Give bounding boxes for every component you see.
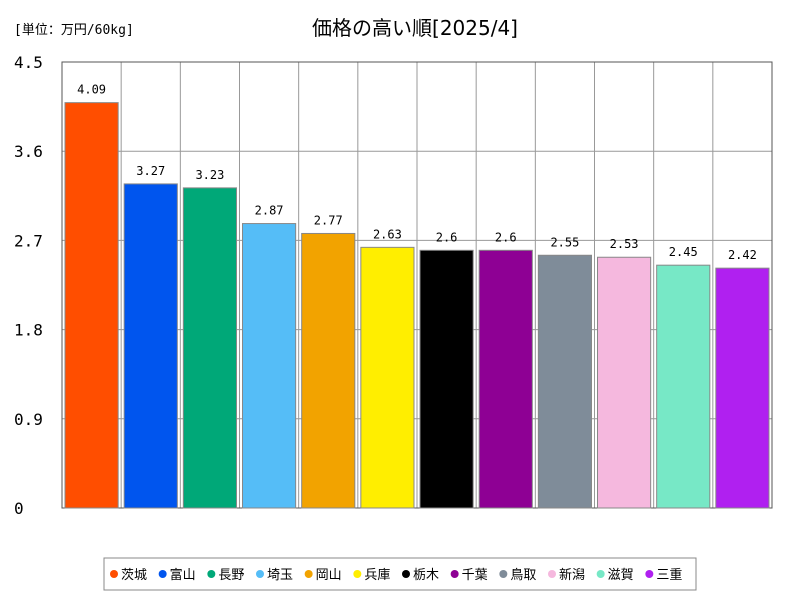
legend-marker xyxy=(402,570,410,578)
legend-label: 滋賀 xyxy=(608,568,634,583)
y-tick-label: 3.6 xyxy=(14,142,43,161)
y-tick-label: 0.9 xyxy=(14,410,43,429)
legend-marker xyxy=(304,570,313,578)
unit-label: [単位：万円/60kg] xyxy=(14,22,134,38)
legend-label: 新潟 xyxy=(559,567,585,583)
legend-label: 岡山 xyxy=(316,568,342,583)
legend-marker xyxy=(353,570,362,578)
data-label: 2.6 xyxy=(495,230,517,244)
legend-label: 埼玉 xyxy=(267,568,293,583)
bar-富山 xyxy=(123,183,178,509)
bar-栃木 xyxy=(419,249,474,509)
legend-marker xyxy=(499,570,508,578)
bar-千葉 xyxy=(478,249,533,509)
y-tick-label: 1.8 xyxy=(14,321,43,340)
legend-label: 長野 xyxy=(218,568,244,583)
legend-label: 栃木 xyxy=(413,568,439,583)
legend-label: 千葉 xyxy=(462,568,488,583)
plot-border xyxy=(61,61,773,509)
legend-marker xyxy=(596,570,605,578)
data-label: 2.45 xyxy=(669,245,698,259)
bar-滋賀 xyxy=(656,264,711,509)
legend-marker xyxy=(450,570,459,578)
bar-岡山 xyxy=(301,232,356,509)
data-label: 3.23 xyxy=(195,168,224,182)
y-tick-label: 4.5 xyxy=(14,53,43,72)
data-label: 2.63 xyxy=(373,227,402,241)
y-tick-label: 0 xyxy=(14,499,24,518)
legend-marker xyxy=(645,570,654,578)
chart-title: 価格の高い順[2025/4] xyxy=(312,16,518,40)
legend-marker xyxy=(256,570,264,578)
y-tick-label: 2.7 xyxy=(14,231,43,250)
data-label: 2.6 xyxy=(436,230,458,244)
data-label: 2.77 xyxy=(314,213,343,227)
legend-label: 富山 xyxy=(170,567,196,583)
data-label: 2.87 xyxy=(255,204,284,218)
y-axis: 0 0.9 1.8 2.7 3.6 4.5 xyxy=(14,53,43,518)
bar-新潟 xyxy=(597,256,652,509)
bar-茨城 xyxy=(64,102,119,509)
data-label: 2.55 xyxy=(550,235,579,249)
legend-label: 三重 xyxy=(656,567,682,583)
plot-area xyxy=(61,61,773,509)
bar-長野 xyxy=(182,187,237,509)
bar-兵庫 xyxy=(360,246,415,509)
data-label: 2.42 xyxy=(728,248,757,262)
bar-埼玉 xyxy=(242,223,297,509)
data-label: 3.27 xyxy=(136,164,165,178)
legend-marker xyxy=(207,570,216,578)
legend-marker xyxy=(158,570,167,578)
legend-label: 鳥取 xyxy=(510,568,536,583)
bars: 4.09 3.27 3.23 2.87 2.77 2.63 2.6 2.6 2.55 2.53 2.… xyxy=(64,83,770,509)
bar-三重 xyxy=(715,267,770,509)
data-label: 4.09 xyxy=(77,83,106,97)
legend-marker xyxy=(548,570,556,578)
data-label: 2.53 xyxy=(610,237,639,251)
legend-label: 茨城 xyxy=(121,568,147,583)
legend-label: 兵庫 xyxy=(364,568,390,583)
bar-鳥取 xyxy=(537,254,592,509)
legend: 茨城 富山 長野 埼玉 岡山 兵庫 栃木 千葉 鳥取 新潟 滋賀 三重 xyxy=(103,557,697,591)
legend-marker xyxy=(110,570,118,578)
